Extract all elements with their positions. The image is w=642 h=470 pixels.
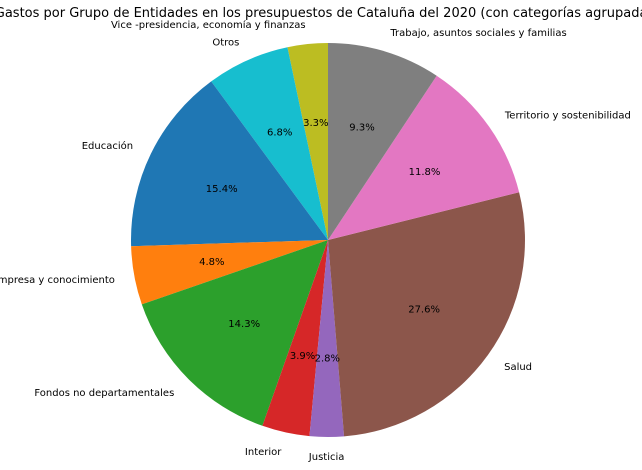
chart-title: Gastos por Grupo de Entidades en los pre… [0,6,642,21]
pie-slice [131,240,328,305]
slice-percent-label: 2.8% [315,354,340,365]
pie-slice [309,240,345,438]
pie-slice [131,81,328,247]
slice-label: Trabajo, asuntos sociales y familias [389,28,566,39]
slice-percent-label: 27.6% [408,304,440,315]
slice-percent-label: 11.8% [409,167,441,178]
slice-percent-label: 4.8% [199,257,224,268]
pie-slice [328,75,520,240]
slice-label: Vice -presidencia, economía y finanzas [111,19,306,31]
pie-slice [262,240,328,437]
slice-label: Empresa y conocimiento [0,275,115,286]
slice-label: Educación [82,140,133,152]
slice-percent-label: 9.3% [349,122,374,133]
slice-percent-label: 3.9% [290,351,315,362]
pie-slice [141,240,328,426]
slice-percent-label: 15.4% [206,184,238,195]
slice-label: Otros [212,38,239,49]
pie-labels: Vice -presidencia, economía y finanzas Ot… [0,19,631,463]
slice-label: Fondos no departamentales [34,388,174,399]
slice-label: Territorio y sostenibilidad [504,110,631,121]
pie-percent-labels: 3.3% 6.8% 15.4% 4.8% 14.3% 3.9% 2.8% 27.6% 11.8%… [199,118,440,365]
slice-percent-label: 3.3% [303,118,328,129]
slice-percent-label: 14.3% [228,319,260,330]
slice-percent-label: 6.8% [267,128,292,139]
pie-slice [287,43,328,240]
slice-label: Salud [504,362,532,373]
pie-slices [131,43,525,438]
pie-slice [211,47,328,240]
pie-slice [328,192,525,437]
pie-slice [328,43,437,240]
slice-label: Justicia [308,452,345,463]
slice-label: Interior [245,447,282,458]
